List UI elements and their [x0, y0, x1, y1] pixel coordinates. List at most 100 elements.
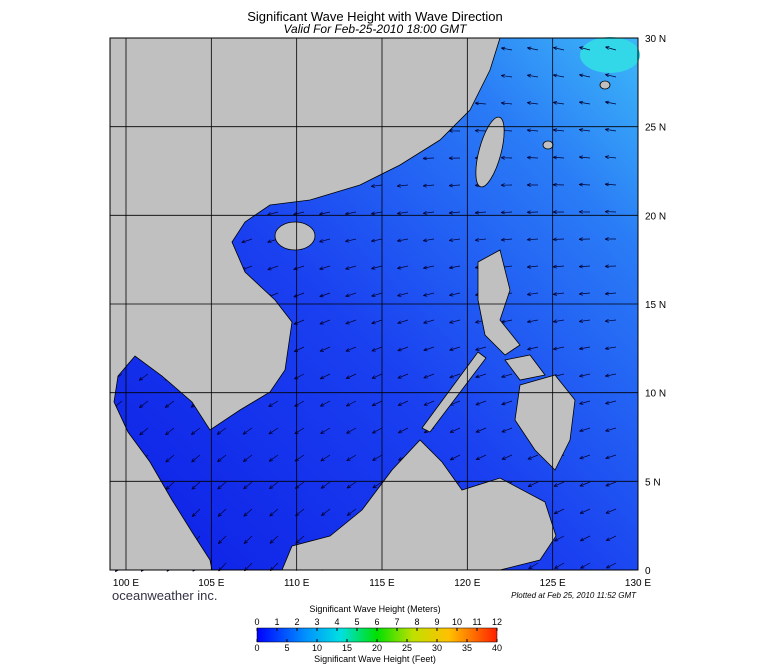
brand: oceanweather inc. — [112, 588, 218, 603]
wave-arrow — [397, 346, 409, 352]
wave-arrow — [269, 481, 279, 490]
wave-arrow — [319, 265, 331, 270]
plotted-note: Plotted at Feb 25, 2010 11:52 GMT — [511, 591, 637, 600]
wave-arrow — [319, 292, 331, 298]
wave-arrow — [527, 346, 539, 351]
wave-arrow — [397, 400, 409, 406]
wave-arrow — [500, 210, 513, 215]
wave-arrow — [217, 454, 227, 463]
lat-label: 5 N — [645, 477, 661, 488]
lat-label: 30 N — [645, 34, 666, 45]
lat-label: 0 — [645, 566, 651, 577]
wave-arrow — [604, 319, 617, 323]
wave-arrow — [579, 481, 591, 487]
wave-arrow — [396, 211, 409, 215]
wave-arrow — [190, 427, 201, 436]
wave-arrow — [396, 238, 409, 243]
wave-arrow — [396, 183, 409, 188]
wave-arrow — [371, 265, 383, 270]
wave-arrow — [552, 182, 565, 187]
meters-tick-label: 2 — [294, 617, 299, 627]
wave-arrow — [605, 400, 617, 405]
wave-arrow — [320, 400, 331, 407]
wave-arrow — [579, 400, 591, 405]
wave-arrow — [580, 562, 591, 569]
wave-arrow — [345, 373, 357, 379]
wave-arrow — [605, 46, 617, 51]
wave-arrow — [527, 454, 539, 460]
wave-arrow — [267, 265, 279, 271]
wave-arrow — [604, 291, 617, 296]
wave-arrow — [345, 319, 357, 325]
wave-arrow — [526, 183, 539, 187]
wave-arrow — [552, 264, 565, 269]
wave-arrow — [553, 46, 565, 51]
feet-tick-label: 5 — [284, 643, 289, 653]
wave-arrow — [526, 210, 539, 215]
wave-arrow — [474, 128, 487, 133]
wave-arrow — [501, 454, 513, 460]
wave-arrow — [475, 427, 487, 433]
wave-arrow — [500, 74, 513, 78]
wave-arrow — [527, 481, 539, 487]
lat-label: 15 N — [645, 300, 666, 311]
wave-arrow — [475, 400, 487, 406]
wave-arrow — [423, 292, 435, 297]
meters-tick-label: 7 — [394, 617, 399, 627]
wave-arrow — [475, 373, 487, 379]
wave-arrow — [423, 319, 435, 324]
meters-tick-label: 10 — [452, 617, 462, 627]
wave-arrow — [474, 101, 487, 106]
wave-arrow — [346, 508, 357, 516]
wave-arrow — [319, 373, 331, 380]
wave-arrow — [475, 454, 487, 461]
wave-arrow — [605, 508, 617, 514]
wave-arrow — [604, 264, 617, 269]
wave-arrow — [552, 237, 565, 242]
feet-tick-label: 20 — [372, 643, 382, 653]
wave-arrow — [605, 454, 617, 460]
wave-arrow — [345, 400, 357, 407]
wave-arrow — [449, 319, 461, 324]
meters-tick-label: 0 — [254, 617, 259, 627]
wave-arrow — [501, 427, 513, 433]
wave-arrow — [449, 373, 461, 379]
wave-arrow — [243, 508, 253, 517]
wave-arrow — [397, 265, 409, 270]
wave-arrow — [579, 427, 591, 433]
high-waves — [580, 37, 640, 73]
wave-arrow — [578, 346, 591, 351]
wave-arrow — [553, 73, 565, 78]
wave-arrow — [604, 182, 617, 187]
wave-arrow — [448, 265, 461, 270]
wave-arrow — [138, 400, 149, 409]
wave-arrow — [500, 155, 513, 160]
wave-arrow — [605, 373, 617, 378]
wave-arrow — [552, 155, 565, 160]
wave-arrow — [268, 400, 279, 408]
cb-meters-title: Significant Wave Height (Meters) — [309, 604, 440, 614]
meters-tick-label: 3 — [314, 617, 319, 627]
wave-arrow — [553, 508, 565, 515]
wave-arrow — [372, 454, 383, 461]
wave-arrow — [553, 481, 565, 487]
wave-arrow — [165, 454, 175, 463]
wave-arrow — [448, 183, 461, 188]
wave-arrow — [216, 427, 227, 435]
land — [109, 37, 611, 571]
wave-arrow — [526, 264, 539, 269]
wave-arrow — [320, 454, 331, 462]
wave-arrow — [371, 292, 383, 297]
wave-arrow — [346, 481, 357, 489]
wave-arrow — [448, 156, 461, 161]
wave-arrow — [526, 73, 539, 78]
wave-arrow — [552, 319, 565, 324]
wave-arrow — [397, 373, 409, 379]
feet-tick-label: 15 — [342, 643, 352, 653]
wave-arrow — [526, 292, 539, 296]
lat-label: 20 N — [645, 211, 666, 222]
wave-arrow — [243, 535, 253, 544]
wave-arrow — [578, 100, 591, 105]
wave-arrow — [243, 481, 253, 490]
wave-arrow — [475, 346, 487, 351]
